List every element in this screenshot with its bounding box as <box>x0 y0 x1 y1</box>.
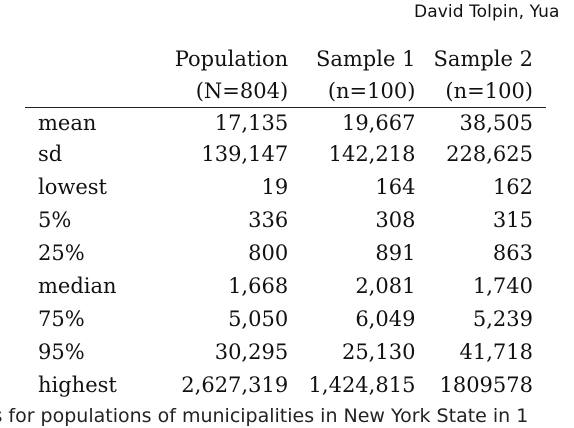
cell-sample-1: 6,049 <box>355 307 416 331</box>
cell-sample-2: 228,625 <box>446 142 533 166</box>
table-row: 75% 5,050 6,049 5,239 <box>25 303 546 336</box>
cell-sample-2: 38,505 <box>459 111 533 135</box>
cell-population: 30,295 <box>214 340 289 364</box>
cell-population: 1,668 <box>228 274 289 298</box>
cell-sample-2: 41,718 <box>459 340 533 364</box>
cell-sample-2: 315 <box>492 208 533 232</box>
table-caption: cs for populations of municipalities in … <box>0 405 529 427</box>
row-label: mean <box>38 111 97 135</box>
header-sample-2-count: (n=100) <box>415 75 546 108</box>
row-label: 75% <box>38 307 85 331</box>
header-sample-2: Sample 2 <box>433 47 533 71</box>
cell-sample-2: 1,740 <box>472 274 533 298</box>
row-label: 25% <box>38 241 85 265</box>
cell-sample-1: 164 <box>375 175 416 199</box>
cell-population: 19 <box>261 175 289 199</box>
table-row: 95% 30,295 25,130 41,718 <box>25 336 546 369</box>
cell-sample-1: 891 <box>375 241 416 265</box>
summary-statistics-table: Population Sample 1 Sample 2 (N=804) (n=… <box>25 44 546 402</box>
table-row: 25% 800 891 863 <box>25 237 546 270</box>
cell-sample-2: 5,239 <box>472 307 533 331</box>
running-header-authors: David Tolpin, Yua <box>414 2 560 22</box>
cell-population: 17,135 <box>214 111 289 135</box>
header-row-names: Population Sample 1 Sample 2 <box>25 44 546 75</box>
table-row: mean 17,135 19,667 38,505 <box>25 108 546 139</box>
header-population: Population <box>174 47 289 71</box>
row-label: 95% <box>38 340 85 364</box>
table-row: highest 2,627,319 1,424,815 1809578 <box>25 369 546 402</box>
header-stat-count <box>25 75 152 108</box>
cell-population: 336 <box>248 208 289 232</box>
cell-population: 5,050 <box>228 307 289 331</box>
row-label: lowest <box>38 175 107 199</box>
cell-sample-2: 1809578 <box>439 373 533 397</box>
row-label: sd <box>38 142 63 166</box>
cell-sample-1: 2,081 <box>355 274 416 298</box>
row-label: median <box>38 274 117 298</box>
table-row: median 1,668 2,081 1,740 <box>25 270 546 303</box>
cell-sample-1: 19,667 <box>341 111 416 135</box>
table-header: Population Sample 1 Sample 2 (N=804) (n=… <box>25 44 546 108</box>
cell-sample-1: 25,130 <box>341 340 416 364</box>
table-row: 5% 336 308 315 <box>25 204 546 237</box>
header-stat-label <box>25 44 151 75</box>
cell-sample-1: 308 <box>375 208 416 232</box>
table-body: mean 17,135 19,667 38,505 sd 139,147 142,218 22… <box>25 108 546 403</box>
cell-sample-1: 1,424,815 <box>308 373 416 397</box>
header-sample-1-count: (n=100) <box>288 75 416 108</box>
row-label: highest <box>38 373 117 397</box>
cell-population: 139,147 <box>201 142 289 166</box>
cell-population: 2,627,319 <box>181 373 289 397</box>
table-row: lowest 19 164 162 <box>25 171 546 204</box>
cell-population: 800 <box>248 241 289 265</box>
header-sample-1: Sample 1 <box>315 47 416 71</box>
header-population-count: (N=804) <box>151 75 289 108</box>
header-row-counts: (N=804) (n=100) (n=100) <box>25 75 546 108</box>
cell-sample-1: 142,218 <box>328 142 416 166</box>
cell-sample-2: 863 <box>492 241 533 265</box>
table-row: sd 139,147 142,218 228,625 <box>25 138 546 171</box>
row-label: 5% <box>38 208 72 232</box>
cell-sample-2: 162 <box>492 175 533 199</box>
